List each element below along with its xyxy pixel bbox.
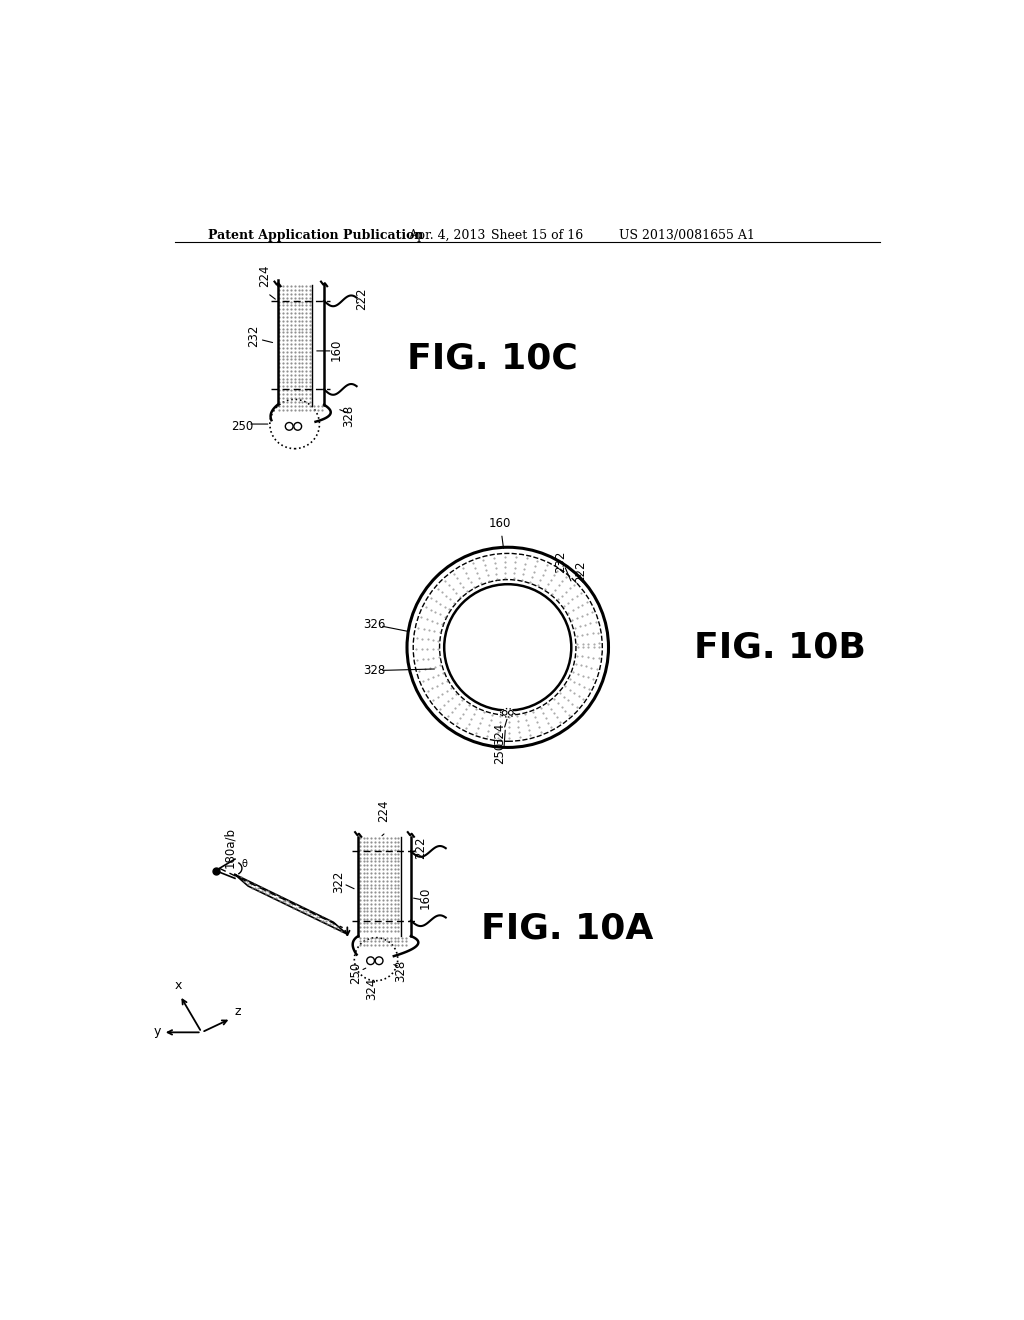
Circle shape xyxy=(375,957,383,965)
Text: 326: 326 xyxy=(364,618,386,631)
Text: 328: 328 xyxy=(394,960,408,982)
Text: 250: 250 xyxy=(230,420,253,433)
Circle shape xyxy=(294,422,302,430)
Circle shape xyxy=(503,710,507,715)
Text: 222: 222 xyxy=(415,837,427,859)
Text: 160: 160 xyxy=(419,887,432,908)
Text: 222: 222 xyxy=(355,288,369,310)
Text: 324: 324 xyxy=(366,977,379,999)
Text: FIG. 10B: FIG. 10B xyxy=(693,631,865,664)
Text: 224: 224 xyxy=(258,264,271,286)
Text: Patent Application Publication: Patent Application Publication xyxy=(208,230,423,243)
Circle shape xyxy=(444,585,571,710)
Text: 322: 322 xyxy=(333,871,345,894)
Text: 250: 250 xyxy=(349,962,362,985)
Text: 328: 328 xyxy=(364,664,386,677)
Text: x: x xyxy=(174,979,182,993)
Text: 328: 328 xyxy=(342,405,355,428)
Text: 160: 160 xyxy=(488,517,511,531)
Ellipse shape xyxy=(501,709,515,717)
Circle shape xyxy=(367,957,375,965)
Text: θ: θ xyxy=(242,859,248,869)
Text: FIG. 10C: FIG. 10C xyxy=(407,342,578,376)
Text: y: y xyxy=(154,1024,161,1038)
Text: Apr. 4, 2013: Apr. 4, 2013 xyxy=(409,230,486,243)
Text: 224: 224 xyxy=(377,800,390,822)
Text: 250: 250 xyxy=(494,742,507,764)
Text: Sheet 15 of 16: Sheet 15 of 16 xyxy=(490,230,583,243)
Text: FIG. 10A: FIG. 10A xyxy=(480,911,653,945)
Text: US 2013/0081655 A1: US 2013/0081655 A1 xyxy=(620,230,756,243)
Text: z: z xyxy=(234,1006,241,1019)
Text: 324: 324 xyxy=(494,722,507,744)
Text: 160: 160 xyxy=(330,338,342,360)
Circle shape xyxy=(509,710,513,715)
Text: 222: 222 xyxy=(573,560,587,582)
Circle shape xyxy=(286,422,293,430)
Text: 232: 232 xyxy=(247,325,260,347)
Text: 180a/b: 180a/b xyxy=(223,828,236,869)
Text: 232: 232 xyxy=(554,550,566,573)
